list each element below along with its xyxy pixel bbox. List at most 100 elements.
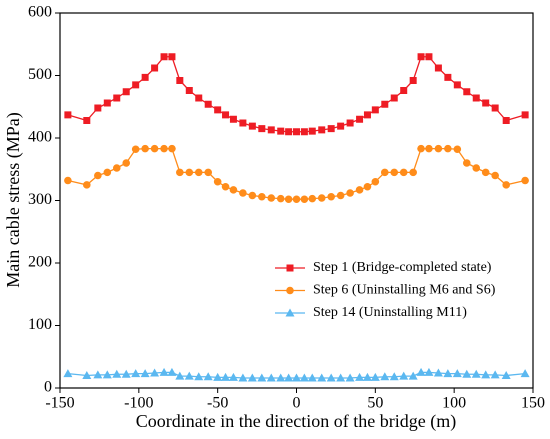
marker	[122, 159, 131, 167]
marker	[228, 372, 238, 381]
marker	[390, 94, 398, 102]
y-tick-label: 600	[28, 4, 52, 21]
x-axis-label: Coordinate in the direction of the bridg…	[136, 411, 456, 432]
marker	[463, 88, 471, 96]
marker	[425, 144, 433, 153]
marker	[490, 370, 500, 379]
marker	[276, 373, 286, 382]
series-line	[67, 56, 526, 133]
marker	[121, 369, 131, 378]
marker	[63, 369, 73, 378]
marker	[285, 128, 293, 136]
marker	[443, 369, 453, 378]
marker	[286, 286, 294, 295]
marker	[194, 168, 203, 177]
marker	[221, 372, 231, 381]
marker	[229, 115, 237, 123]
marker	[444, 73, 452, 81]
marker	[257, 373, 267, 382]
marker	[336, 373, 346, 382]
marker	[204, 168, 213, 177]
marker	[82, 371, 92, 379]
marker	[213, 177, 222, 186]
marker	[371, 106, 379, 114]
marker	[94, 171, 102, 180]
marker	[346, 119, 354, 127]
marker	[140, 369, 150, 378]
marker	[83, 117, 91, 124]
marker	[150, 144, 159, 153]
marker	[64, 111, 72, 119]
marker	[399, 371, 409, 380]
marker	[94, 104, 102, 112]
x-tick-label: 50	[367, 395, 383, 412]
marker	[308, 194, 317, 203]
y-tick-label: 400	[28, 129, 52, 146]
marker	[471, 369, 481, 378]
marker	[370, 372, 380, 381]
marker	[102, 370, 112, 379]
marker	[502, 181, 510, 189]
marker	[355, 186, 364, 194]
marker	[185, 168, 194, 177]
marker	[472, 94, 480, 102]
marker	[113, 94, 121, 102]
marker	[150, 368, 160, 377]
marker	[160, 144, 168, 153]
marker	[112, 369, 122, 378]
marker	[399, 168, 408, 177]
marker	[363, 182, 372, 191]
marker	[131, 369, 141, 378]
marker	[453, 145, 462, 154]
marker	[267, 194, 276, 202]
marker	[277, 127, 285, 135]
marker	[93, 370, 103, 379]
marker	[482, 99, 490, 107]
marker	[417, 144, 425, 153]
x-tick-label: -50	[207, 395, 228, 412]
marker	[141, 144, 149, 153]
marker	[160, 53, 168, 61]
marker	[168, 144, 176, 153]
marker	[337, 122, 345, 130]
marker	[416, 367, 426, 376]
marker	[417, 53, 425, 61]
marker	[425, 53, 433, 61]
legend-label: Step 14 (Uninstalling M11)	[313, 305, 467, 320]
marker	[327, 125, 335, 133]
x-tick-label: 0	[293, 395, 301, 412]
marker	[213, 372, 223, 381]
marker	[345, 373, 355, 382]
marker	[327, 192, 335, 201]
marker	[203, 372, 213, 381]
marker	[276, 194, 285, 203]
marker	[491, 104, 499, 112]
legend-label: Step 6 (Uninstalling M6 and S6)	[313, 283, 496, 298]
marker	[141, 73, 149, 81]
marker	[434, 144, 443, 153]
marker	[400, 87, 408, 94]
marker	[292, 373, 301, 382]
marker	[239, 119, 247, 127]
marker	[453, 81, 461, 89]
marker	[151, 64, 159, 72]
marker	[308, 127, 316, 135]
marker	[491, 171, 499, 180]
marker	[521, 176, 529, 185]
marker	[317, 373, 327, 382]
marker	[356, 115, 364, 123]
marker	[292, 195, 301, 204]
y-tick-label: 200	[28, 254, 52, 271]
marker	[286, 264, 294, 272]
series-line	[67, 147, 526, 200]
marker	[248, 191, 257, 200]
marker	[204, 100, 212, 108]
marker	[222, 111, 230, 119]
marker	[371, 177, 380, 186]
y-tick-label: 300	[28, 191, 52, 208]
y-tick-label: 0	[44, 379, 52, 396]
marker	[363, 111, 371, 119]
marker	[300, 128, 308, 136]
marker	[481, 168, 490, 177]
